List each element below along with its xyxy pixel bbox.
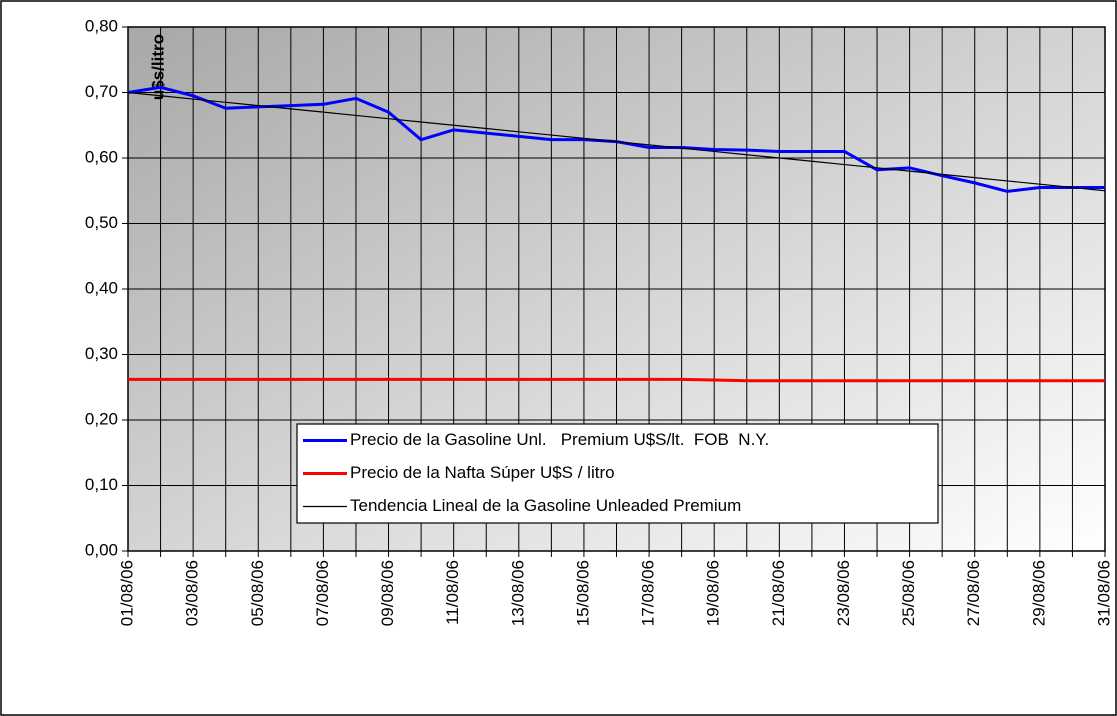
y-axis-title: u$s/litro — [148, 34, 167, 100]
x-tick-label: 25/08/06 — [899, 560, 918, 626]
y-tick-label: 0,70 — [85, 82, 118, 101]
x-tick-label: 31/08/06 — [1094, 560, 1113, 626]
y-tick-label: 0,10 — [85, 475, 118, 494]
x-tick-label: 17/08/06 — [639, 560, 658, 626]
x-tick-label: 09/08/06 — [378, 560, 397, 626]
x-tick-label: 03/08/06 — [183, 560, 202, 626]
y-tick-label: 0,60 — [85, 147, 118, 166]
x-tick-label: 19/08/06 — [704, 560, 723, 626]
plot-border — [127, 26, 1106, 552]
y-tick-label: 0,00 — [85, 540, 118, 559]
x-tick-label: 11/08/06 — [443, 560, 462, 625]
x-tick-label: 23/08/06 — [834, 560, 853, 626]
legend-label: Tendencia Lineal de la Gasoline Unleaded… — [350, 496, 741, 515]
y-tick-label: 0,50 — [85, 213, 118, 232]
legend-box — [296, 423, 939, 524]
x-tick-label: 21/08/06 — [769, 560, 788, 626]
series-line — [127, 91, 1106, 192]
x-tick-label: 05/08/06 — [248, 560, 267, 626]
series-line — [128, 377, 1105, 383]
legend-label: Precio de la Gasoline Unl. Premium U$S/l… — [350, 430, 769, 449]
y-tick-label: 0,80 — [85, 16, 118, 35]
x-tick-label: 07/08/06 — [313, 560, 332, 626]
y-tick-label: 0,40 — [85, 278, 118, 297]
legend-label: Precio de la Nafta Súper U$S / litro — [350, 463, 615, 482]
x-tick-label: 13/08/06 — [508, 560, 527, 626]
y-tick-label: 0,20 — [85, 409, 118, 428]
y-tick-label: 0,30 — [85, 344, 118, 363]
x-tick-label: 27/08/06 — [964, 560, 983, 626]
x-tick-label: 15/08/06 — [573, 560, 592, 626]
x-tick-label: 01/08/06 — [117, 560, 136, 626]
x-tick-label: 29/08/06 — [1029, 560, 1048, 626]
